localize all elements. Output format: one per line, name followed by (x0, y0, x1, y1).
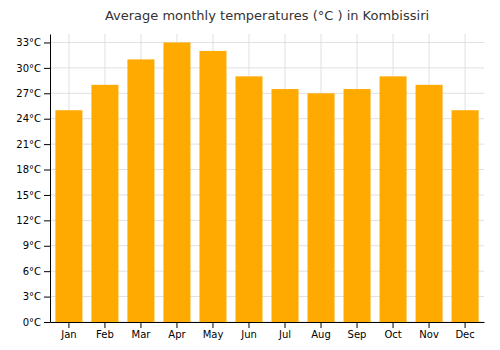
x-tick-label: Aug (311, 329, 331, 340)
y-tick-label: 15°C (16, 190, 41, 201)
y-tick: 24°C (16, 113, 50, 124)
y-tick-mark (44, 144, 50, 145)
x-tick: Sep (348, 322, 367, 340)
x-tick: Dec (455, 322, 474, 340)
bar (235, 76, 262, 322)
y-tick: 30°C (16, 63, 50, 74)
x-tick: Oct (384, 322, 401, 340)
y-tick-label: 18°C (16, 164, 41, 175)
y-tick-mark (44, 93, 50, 94)
x-tick: Mar (132, 322, 152, 340)
x-tick-mark (68, 322, 69, 328)
x-tick-label: Jan (60, 329, 76, 340)
y-tick-label: 30°C (16, 63, 41, 74)
grid-line (50, 67, 484, 68)
bars (55, 42, 478, 322)
y-tick-mark (44, 42, 50, 43)
y-tick-label: 27°C (16, 88, 41, 99)
bar (416, 85, 443, 322)
y-tick-label: 6°C (23, 266, 41, 277)
x-tick-label: Nov (419, 329, 439, 340)
x-tick: Jul (278, 322, 291, 340)
y-tick: 12°C (16, 215, 50, 226)
grid (50, 34, 484, 322)
y-tick-mark (44, 271, 50, 272)
x-tick: Jun (240, 322, 257, 340)
y-tick-label: 3°C (23, 291, 41, 302)
x-tick-label: Oct (384, 329, 401, 340)
y-axis-line (50, 35, 51, 323)
y-axis: 0°C 3°C 6°C 9°C 12°C 15°C 18°C 21°C 24°C 27°C 30°C… (16, 35, 50, 328)
chart-svg: 0°C 3°C 6°C 9°C 12°C 15°C 18°C 21°C 24°C 27°C 30°C… (0, 0, 500, 350)
y-tick-label: 9°C (23, 240, 41, 251)
bar (452, 110, 479, 322)
x-tick-label: Sep (348, 329, 367, 340)
x-tick-mark (248, 322, 249, 328)
x-tick: Jan (60, 322, 76, 340)
grid-line (50, 42, 484, 43)
x-tick-mark (321, 322, 322, 328)
bar (308, 93, 335, 322)
x-tick-mark (357, 322, 358, 328)
y-tick-label: 21°C (16, 139, 41, 150)
y-tick: 21°C (16, 139, 50, 150)
bar (199, 51, 226, 322)
x-tick-mark (285, 322, 286, 328)
y-tick: 18°C (16, 164, 50, 175)
y-tick-mark (44, 297, 50, 298)
y-tick: 15°C (16, 190, 50, 201)
x-tick-mark (176, 322, 177, 328)
y-tick-mark (44, 220, 50, 221)
plot: 0°C 3°C 6°C 9°C 12°C 15°C 18°C 21°C 24°C 27°C 30°C… (16, 34, 484, 340)
x-tick: Nov (419, 322, 439, 340)
x-tick-label: May (203, 329, 224, 340)
bar (127, 59, 154, 322)
y-tick: 6°C (23, 266, 50, 277)
y-tick: 3°C (23, 291, 50, 302)
x-tick: Apr (168, 322, 186, 340)
y-tick: 9°C (23, 240, 50, 251)
y-tick: 27°C (16, 88, 50, 99)
bar (272, 89, 299, 322)
x-tick-label: Feb (96, 329, 114, 340)
x-axis: Jan Feb Mar Apr May Jun Jul Aug Sep Oct Nov Dec (51, 322, 485, 340)
x-tick-mark (465, 322, 466, 328)
y-tick-mark (44, 246, 50, 247)
y-tick-mark (44, 322, 50, 323)
x-tick-label: Apr (168, 329, 186, 340)
x-tick: Aug (311, 322, 331, 340)
x-tick-mark (104, 322, 105, 328)
y-tick: 33°C (16, 37, 50, 48)
y-tick-mark (44, 68, 50, 69)
x-tick: Feb (96, 322, 114, 340)
x-tick-label: Dec (455, 329, 474, 340)
x-tick-label: Mar (132, 329, 152, 340)
bar (55, 110, 82, 322)
y-tick-mark (44, 119, 50, 120)
x-tick-mark (429, 322, 430, 328)
y-tick-label: 12°C (16, 215, 41, 226)
x-tick-label: Jun (240, 329, 257, 340)
y-tick: 0°C (23, 317, 50, 328)
bar (91, 85, 118, 322)
x-tick-label: Jul (278, 329, 291, 340)
x-tick-mark (212, 322, 213, 328)
y-tick-mark (44, 195, 50, 196)
y-tick-label: 33°C (16, 37, 41, 48)
bar (344, 89, 371, 322)
x-tick: May (203, 322, 224, 340)
title: Average monthly temperatures (°C ) in Ko… (105, 8, 429, 23)
chart-container: 0°C 3°C 6°C 9°C 12°C 15°C 18°C 21°C 24°C 27°C 30°C… (0, 0, 500, 350)
x-tick-mark (393, 322, 394, 328)
bar (380, 76, 407, 322)
y-tick-label: 0°C (23, 317, 41, 328)
x-tick-mark (140, 322, 141, 328)
x-axis-line (51, 322, 485, 323)
y-tick-label: 24°C (16, 113, 41, 124)
y-tick-mark (44, 170, 50, 171)
bar (163, 42, 190, 322)
